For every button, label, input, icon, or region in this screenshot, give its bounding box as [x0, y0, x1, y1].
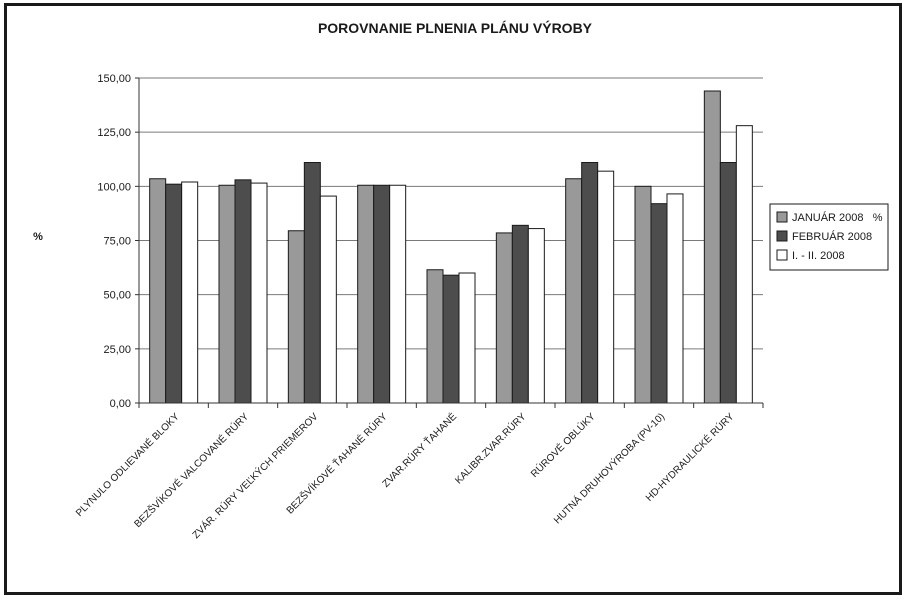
chart-title: POROVNANIE PLNENIA PLÁNU VÝROBY	[318, 19, 593, 36]
bar-2-3	[303, 162, 321, 404]
legend-swatch	[776, 249, 788, 261]
bar-1-8	[634, 185, 652, 404]
bars	[149, 90, 753, 404]
category-label: ZVAR.RÚRY ŤAHANÉ	[379, 410, 459, 490]
y-tick-label: 0,00	[110, 398, 131, 410]
bar-3-8	[666, 193, 684, 404]
category-label: ZVÁR. RÚRY VEĽKÝCH PRIEMEROV	[189, 410, 320, 541]
y-tick-labels: 0,00 25,00 50,00 75,00 100,00 125,00 150,00	[97, 73, 131, 410]
bar-2-5	[442, 274, 460, 404]
category-label: KALIBR.ZVAR.RÚRY	[452, 410, 529, 487]
legend: JANUÁR 2008 % FEBRUÁR 2008 I. - II. 2008	[769, 203, 889, 271]
bar-2-1	[165, 183, 183, 404]
bar-2-9	[719, 162, 737, 404]
bar-1-1	[149, 178, 167, 404]
y-axis-label: %	[33, 231, 43, 243]
y-tick-label: 150,00	[97, 73, 131, 85]
bar-3-2	[250, 182, 268, 404]
bar-3-1	[181, 181, 199, 404]
y-tick-label: 75,00	[103, 236, 131, 248]
bar-3-7	[597, 170, 615, 404]
bar-1-4	[357, 184, 375, 404]
bar-1-9	[703, 90, 721, 404]
bar-1-3	[287, 230, 305, 404]
bar-1-2	[218, 184, 236, 404]
bar-3-5	[458, 272, 476, 404]
bar-1-5	[426, 269, 444, 404]
category-label: HUTNÁ DRUHOVÝROBA (PV-10)	[551, 410, 667, 526]
y-tick-label: 125,00	[97, 127, 131, 139]
legend-box	[769, 203, 889, 271]
legend-swatch	[776, 230, 788, 242]
legend-label: FEBRUÁR 2008	[792, 230, 872, 243]
category-label: RÚROVÉ OBLÚKY	[528, 410, 598, 480]
axes	[138, 78, 764, 408]
bar-2-4	[373, 184, 391, 404]
bar-2-6	[511, 224, 529, 404]
bar-2-7	[581, 162, 599, 404]
legend-label: JANUÁR 2008 %	[792, 211, 883, 224]
y-tick-label: 50,00	[103, 290, 131, 302]
category-label: BEZŠVÍKOVÉ VALCOVANÉ RÚRY	[131, 410, 251, 530]
legend-swatch	[776, 211, 788, 223]
bar-2-8	[650, 203, 668, 404]
y-tick-label: 100,00	[97, 181, 131, 193]
bar-2-2	[234, 179, 252, 404]
legend-label: I. - II. 2008	[792, 250, 845, 262]
bar-3-9	[735, 125, 753, 404]
bar-3-4	[389, 184, 407, 404]
bar-1-6	[495, 232, 513, 404]
bar-3-3	[319, 195, 337, 404]
bar-1-7	[565, 178, 583, 404]
bar-3-6	[527, 228, 545, 404]
y-tick-label: 25,00	[103, 344, 131, 356]
